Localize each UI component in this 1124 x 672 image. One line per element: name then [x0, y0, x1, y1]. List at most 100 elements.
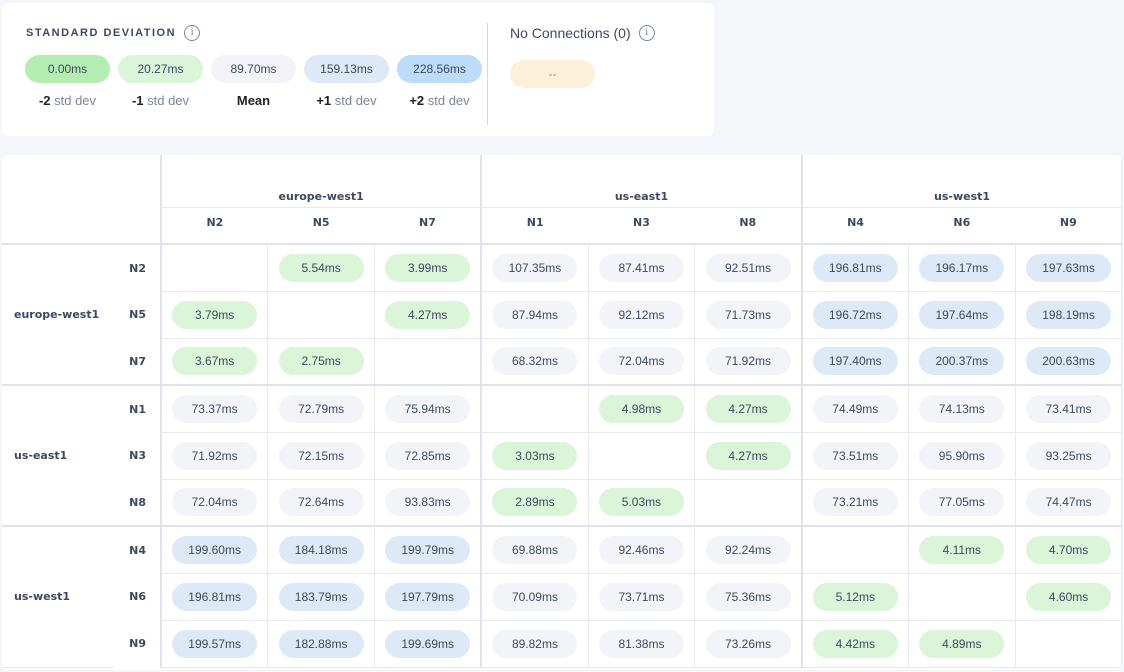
latency-pill[interactable]: 72.79ms [278, 394, 364, 423]
latency-pill[interactable]: 73.26ms [705, 629, 791, 658]
latency-pill[interactable]: 5.54ms [278, 253, 364, 282]
latency-pill[interactable]: 71.73ms [705, 300, 791, 329]
latency-pill[interactable]: 4.11ms [919, 535, 1005, 564]
latency-pill[interactable]: 87.94ms [492, 300, 578, 329]
latency-pill[interactable]: 3.03ms [492, 441, 578, 470]
legend-label-prefix: +1 [316, 93, 332, 108]
latency-pill[interactable]: 72.64ms [278, 488, 364, 517]
matrix-cell: 70.09ms [480, 572, 589, 621]
latency-pill[interactable]: 200.63ms [1026, 347, 1112, 376]
latency-pill[interactable]: 196.81ms [172, 582, 258, 611]
column-node-header: N4 [800, 206, 909, 245]
latency-pill[interactable]: 73.37ms [172, 394, 258, 423]
latency-pill[interactable]: 197.64ms [919, 300, 1005, 329]
matrix-cell: 199.79ms [374, 525, 482, 574]
legend-label: -2 std dev [25, 93, 110, 108]
row-node-label: N1 [114, 384, 162, 432]
latency-pill[interactable]: 4.98ms [598, 394, 684, 423]
latency-pill[interactable]: 3.99ms [385, 253, 471, 282]
latency-pill[interactable]: 183.79ms [278, 582, 364, 611]
info-icon[interactable]: i [184, 25, 201, 41]
latency-pill[interactable]: 5.03ms [598, 488, 684, 517]
matrix-cell: 72.85ms [374, 431, 482, 480]
latency-pill[interactable]: 87.41ms [598, 253, 684, 282]
latency-pill[interactable]: 4.27ms [385, 300, 471, 329]
latency-pill[interactable]: 199.60ms [172, 535, 258, 564]
latency-pill[interactable]: 199.57ms [172, 629, 258, 658]
table-row: N5 3.79ms 4.27ms 87.94ms 92.12ms 71.73ms 196.7… [2, 290, 1122, 339]
latency-pill[interactable]: 73.71ms [598, 582, 684, 611]
legend-label-prefix: Mean [236, 93, 271, 108]
latency-pill[interactable]: 3.79ms [172, 300, 258, 329]
latency-pill[interactable]: 92.24ms [705, 535, 791, 564]
header-row-nodes: N2 N5 N7 N1 N3 N8 N4 N6 N9 [2, 206, 1122, 245]
latency-pill[interactable]: 93.83ms [385, 488, 471, 517]
latency-pill[interactable]: 74.13ms [919, 394, 1005, 423]
latency-pill[interactable]: 81.38ms [598, 629, 684, 658]
latency-pill[interactable]: 74.47ms [1026, 488, 1112, 517]
matrix-cell: 73.51ms [800, 431, 909, 480]
latency-pill[interactable]: 3.67ms [172, 347, 258, 376]
legend-label-prefix: +2 [409, 93, 425, 108]
latency-pill[interactable]: 73.41ms [1026, 394, 1112, 423]
latency-pill[interactable]: 72.04ms [172, 488, 258, 517]
latency-pill[interactable]: 92.51ms [705, 253, 791, 282]
matrix-cell: 74.49ms [800, 384, 909, 433]
latency-pill[interactable]: 197.79ms [385, 582, 471, 611]
latency-pill[interactable]: 196.72ms [812, 300, 898, 329]
latency-pill[interactable]: 197.40ms [812, 347, 898, 376]
latency-pill[interactable]: 2.75ms [278, 347, 364, 376]
latency-pill[interactable]: 73.51ms [812, 441, 898, 470]
latency-pill[interactable]: 4.27ms [705, 441, 791, 470]
latency-pill[interactable]: 5.12ms [812, 582, 898, 611]
latency-pill[interactable]: 92.12ms [598, 300, 684, 329]
latency-pill[interactable]: 75.36ms [705, 582, 791, 611]
latency-pill[interactable]: 199.79ms [385, 535, 471, 564]
latency-pill[interactable]: 95.90ms [919, 441, 1005, 470]
latency-pill[interactable]: 198.19ms [1026, 300, 1112, 329]
latency-pill[interactable]: 2.89ms [492, 488, 578, 517]
latency-pill[interactable]: 73.21ms [812, 488, 898, 517]
latency-matrix: europe-west1 us-east1 us-west1 N2 N5 N7 N1 N3 N8… [2, 155, 1122, 670]
latency-pill[interactable]: 4.89ms [919, 629, 1005, 658]
column-node-header: N3 [588, 206, 695, 245]
latency-pill[interactable]: 196.81ms [812, 253, 898, 282]
latency-pill[interactable]: 182.88ms [278, 629, 364, 658]
latency-pill[interactable]: 77.05ms [919, 488, 1005, 517]
latency-pill[interactable]: 4.42ms [812, 629, 898, 658]
std-dev-header: STANDARD DEVIATION i [26, 25, 201, 41]
latency-pill[interactable]: 71.92ms [172, 441, 258, 470]
latency-pill[interactable]: 72.85ms [385, 441, 471, 470]
latency-pill[interactable]: 4.70ms [1026, 535, 1112, 564]
latency-pill[interactable]: 72.15ms [278, 441, 364, 470]
latency-pill[interactable]: 75.94ms [385, 394, 471, 423]
latency-pill[interactable]: 200.37ms [919, 347, 1005, 376]
info-icon[interactable]: i [638, 25, 655, 41]
latency-pill[interactable]: 196.17ms [919, 253, 1005, 282]
latency-pill[interactable]: 72.04ms [598, 347, 684, 376]
latency-pill[interactable]: 71.92ms [705, 347, 791, 376]
matrix-cell: 3.99ms [374, 243, 482, 292]
latency-pill[interactable]: 74.49ms [812, 394, 898, 423]
latency-pill[interactable]: 107.35ms [492, 253, 578, 282]
matrix-cell: 92.12ms [587, 290, 696, 339]
latency-pill[interactable]: 70.09ms [492, 582, 578, 611]
matrix-cell: 75.94ms [374, 384, 482, 433]
latency-pill[interactable]: 93.25ms [1026, 441, 1112, 470]
matrix-cell: 69.88ms [480, 525, 589, 574]
column-node-header: N7 [374, 206, 482, 245]
latency-pill[interactable]: 89.82ms [492, 629, 578, 658]
matrix-cell: 87.94ms [480, 290, 589, 339]
row-group-label: us-east1 [2, 384, 114, 527]
matrix-cell: 200.63ms [1014, 337, 1122, 386]
latency-pill[interactable]: 4.27ms [705, 394, 791, 423]
latency-pill[interactable]: 184.18ms [278, 535, 364, 564]
latency-pill[interactable]: 197.63ms [1026, 253, 1112, 282]
latency-pill[interactable]: 68.32ms [492, 347, 578, 376]
latency-pill[interactable]: 92.46ms [598, 535, 684, 564]
matrix-cell: 71.92ms [160, 431, 269, 480]
legend-item: 228.56ms +2 std dev [397, 55, 482, 108]
latency-pill[interactable]: 199.69ms [385, 629, 471, 658]
latency-pill[interactable]: 69.88ms [492, 535, 578, 564]
latency-pill[interactable]: 4.60ms [1026, 582, 1112, 611]
